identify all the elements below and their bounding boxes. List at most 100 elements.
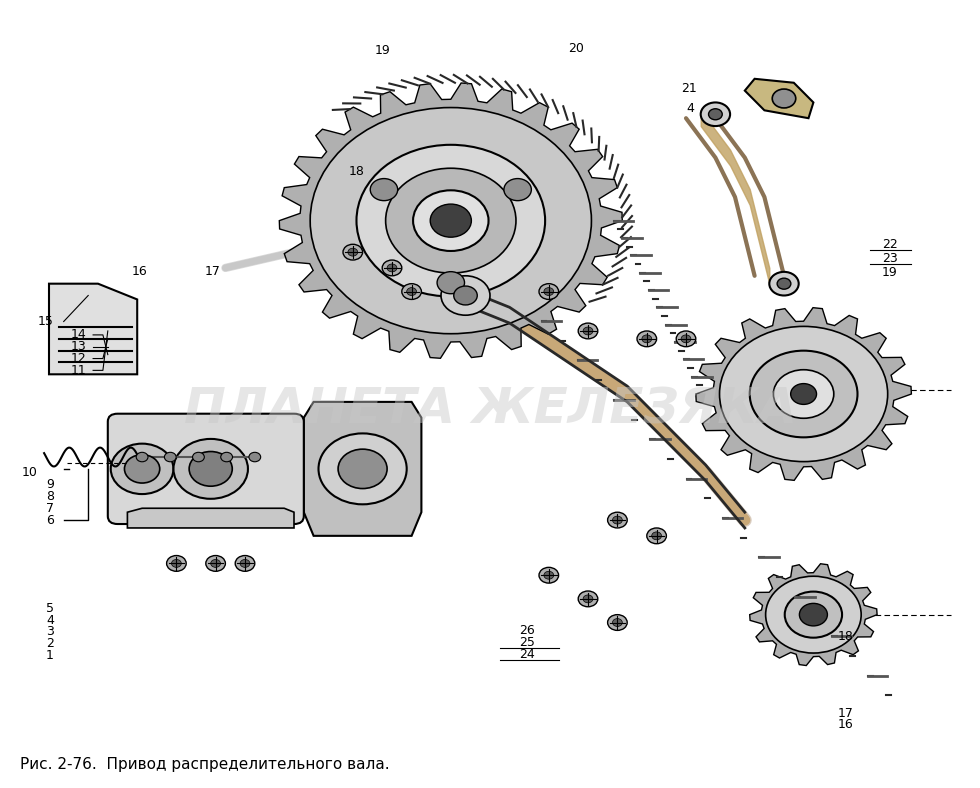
Circle shape — [172, 559, 181, 567]
Circle shape — [357, 145, 545, 296]
Text: 18: 18 — [349, 165, 365, 178]
Circle shape — [348, 248, 358, 256]
Text: 1: 1 — [46, 649, 54, 662]
Circle shape — [370, 179, 398, 201]
Circle shape — [539, 284, 559, 299]
Circle shape — [701, 102, 730, 126]
Circle shape — [676, 331, 696, 347]
Text: 3: 3 — [46, 626, 54, 638]
Polygon shape — [750, 563, 877, 666]
Text: 14: 14 — [71, 329, 86, 341]
Circle shape — [430, 204, 471, 237]
Circle shape — [311, 107, 592, 334]
Text: 13: 13 — [71, 340, 86, 353]
Circle shape — [583, 327, 593, 335]
Circle shape — [318, 433, 407, 504]
Circle shape — [382, 260, 402, 276]
Circle shape — [235, 556, 255, 571]
Text: 24: 24 — [519, 648, 535, 660]
Circle shape — [240, 559, 250, 567]
Text: 19: 19 — [374, 44, 390, 57]
Text: 6: 6 — [46, 514, 54, 526]
Circle shape — [165, 452, 176, 462]
Text: 26: 26 — [519, 624, 535, 637]
Circle shape — [765, 576, 861, 653]
Circle shape — [173, 439, 248, 499]
Text: 5: 5 — [46, 602, 54, 615]
Circle shape — [504, 179, 531, 201]
Circle shape — [544, 571, 554, 579]
Text: 20: 20 — [568, 43, 584, 55]
Circle shape — [608, 512, 627, 528]
Circle shape — [206, 556, 225, 571]
Text: 16: 16 — [131, 266, 147, 278]
Circle shape — [167, 556, 186, 571]
Circle shape — [750, 351, 858, 437]
Circle shape — [136, 452, 148, 462]
Text: 25: 25 — [519, 636, 535, 649]
Circle shape — [800, 604, 827, 626]
Text: 10: 10 — [22, 466, 37, 479]
Text: 12: 12 — [71, 352, 86, 365]
Circle shape — [539, 567, 559, 583]
Circle shape — [407, 288, 416, 296]
Text: 11: 11 — [71, 364, 86, 377]
Text: ПЛАНЕТА ЖЕЛЕЗЯКА: ПЛАНЕТА ЖЕЛЕЗЯКА — [183, 386, 797, 433]
Text: 9: 9 — [46, 478, 54, 491]
Circle shape — [647, 528, 666, 544]
Text: Рис. 2-76.  Привод распределительного вала.: Рис. 2-76. Привод распределительного вал… — [20, 756, 389, 772]
Polygon shape — [127, 508, 294, 528]
FancyBboxPatch shape — [108, 414, 304, 524]
Circle shape — [343, 244, 363, 260]
Circle shape — [124, 455, 160, 483]
Text: 8: 8 — [46, 490, 54, 503]
Circle shape — [386, 169, 515, 273]
Text: 4: 4 — [686, 102, 694, 115]
Text: 21: 21 — [681, 82, 697, 95]
Circle shape — [437, 272, 465, 294]
Text: 19: 19 — [882, 266, 898, 279]
Circle shape — [652, 532, 662, 540]
Polygon shape — [696, 307, 911, 481]
Circle shape — [681, 335, 691, 343]
Circle shape — [709, 109, 722, 120]
Text: 22: 22 — [882, 238, 898, 251]
Circle shape — [608, 615, 627, 630]
Text: 16: 16 — [838, 719, 854, 731]
Circle shape — [211, 559, 220, 567]
Circle shape — [773, 370, 834, 418]
Polygon shape — [304, 402, 421, 536]
Text: 17: 17 — [205, 266, 220, 278]
Circle shape — [785, 592, 842, 637]
Circle shape — [612, 516, 622, 524]
Circle shape — [387, 264, 397, 272]
Circle shape — [402, 284, 421, 299]
Text: 2: 2 — [46, 637, 54, 650]
Circle shape — [193, 452, 205, 462]
Polygon shape — [279, 83, 622, 359]
Text: 15: 15 — [38, 315, 54, 328]
Circle shape — [583, 595, 593, 603]
Text: 18: 18 — [838, 630, 854, 643]
Circle shape — [578, 323, 598, 339]
Circle shape — [220, 452, 232, 462]
Circle shape — [454, 286, 477, 305]
Circle shape — [769, 272, 799, 296]
Text: 23: 23 — [882, 252, 898, 265]
Polygon shape — [745, 79, 813, 118]
Circle shape — [777, 278, 791, 289]
Circle shape — [791, 384, 816, 404]
Text: 17: 17 — [838, 707, 854, 719]
Circle shape — [719, 326, 888, 462]
Circle shape — [338, 449, 387, 489]
Circle shape — [637, 331, 657, 347]
Circle shape — [111, 444, 173, 494]
Text: 7: 7 — [46, 502, 54, 515]
Circle shape — [642, 335, 652, 343]
Circle shape — [414, 191, 489, 251]
Circle shape — [189, 452, 232, 486]
Circle shape — [772, 89, 796, 108]
Text: 4: 4 — [46, 614, 54, 626]
Circle shape — [249, 452, 261, 462]
Circle shape — [578, 591, 598, 607]
